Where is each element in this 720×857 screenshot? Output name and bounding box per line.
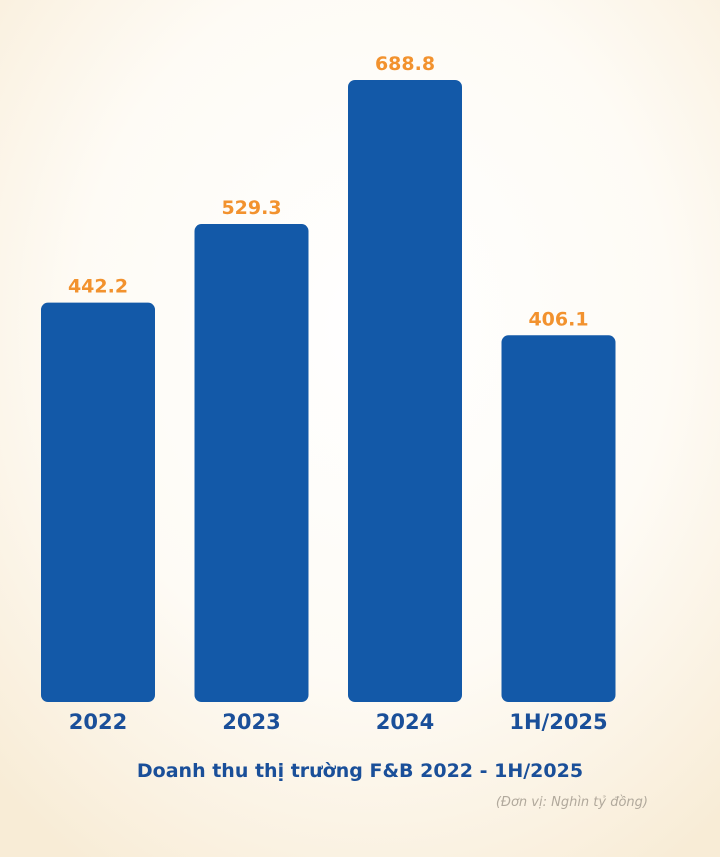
category-label: 2024 xyxy=(376,710,434,734)
category-label: 2023 xyxy=(222,710,280,734)
bar-2023 xyxy=(194,224,309,702)
chart-title: Doanh thu thị trường F&B 2022 - 1H/2025 xyxy=(136,760,584,782)
chart-unit-note: (Đơn vị: Nghìn tỷ đồng) xyxy=(495,795,648,810)
bar-1h-2025 xyxy=(501,335,616,702)
value-label: 529.3 xyxy=(221,197,281,219)
category-labels-group: 2022 2023 2024 1H/2025 xyxy=(69,710,608,734)
bars-group xyxy=(41,80,616,702)
bar-2024 xyxy=(348,80,462,702)
value-labels-group: 442.2 529.3 688.8 406.1 xyxy=(68,53,589,330)
category-label: 2022 xyxy=(69,710,127,734)
value-label: 442.2 xyxy=(68,276,128,298)
bar-2022 xyxy=(41,302,155,702)
value-label: 688.8 xyxy=(375,53,435,75)
category-label: 1H/2025 xyxy=(509,710,607,734)
value-label: 406.1 xyxy=(528,308,588,330)
